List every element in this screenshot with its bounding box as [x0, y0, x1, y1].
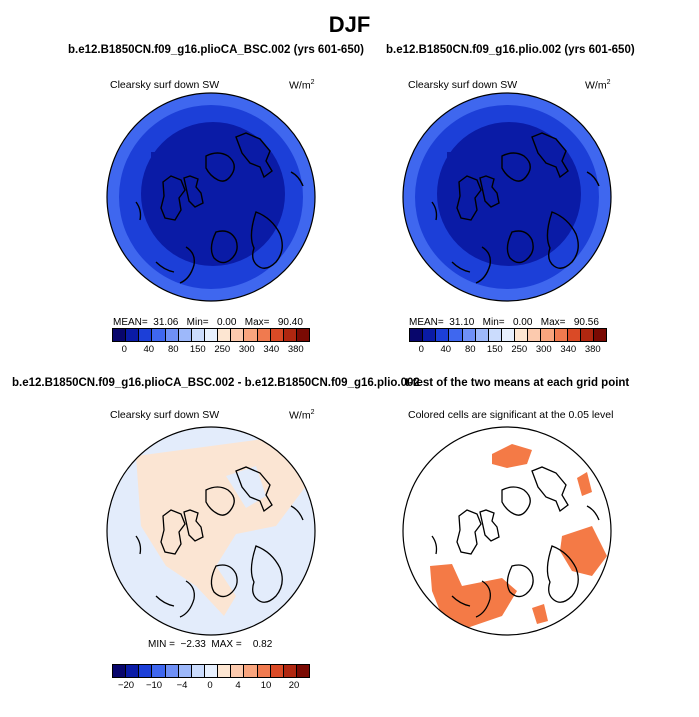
- colorbar-swatch: [270, 665, 284, 677]
- panel3-polar-map: [106, 426, 316, 636]
- colorbar-swatch: [152, 665, 166, 677]
- colorbar-swatch: [244, 329, 258, 341]
- colorbar-tick-label: 80: [167, 344, 179, 355]
- panel1-colorbar: [112, 328, 310, 342]
- panel2-variable: Clearsky surf down SW: [408, 79, 518, 91]
- colorbar-swatch: [593, 329, 607, 341]
- panel2-stats: MEAN= 31.10 Min= 0.00 Max= 90.56: [409, 317, 599, 328]
- panel2-colorbar: [409, 328, 607, 342]
- colorbar-swatch: [270, 329, 284, 341]
- panel2-case-title: b.e12.B1850CN.f09_g16.plio.002 (yrs 601-…: [386, 44, 635, 56]
- panel4-subtitle: Colored cells are significant at the 0.0…: [408, 409, 614, 421]
- colorbar-tick-label: 340: [263, 344, 280, 355]
- colorbar-swatch: [257, 329, 271, 341]
- colorbar-tick-label: 300: [238, 344, 255, 355]
- colorbar-swatch: [436, 329, 450, 341]
- colorbar-tick-label: −20: [117, 680, 135, 691]
- colorbar-tick-label: 10: [260, 680, 272, 691]
- colorbar-swatch: [191, 329, 205, 341]
- colorbar-swatch: [152, 329, 166, 341]
- colorbar-swatch: [257, 665, 271, 677]
- panel3-variable: Clearsky surf down SW: [110, 409, 220, 421]
- colorbar-tick-label: 4: [235, 680, 241, 691]
- colorbar-swatch: [449, 329, 463, 341]
- colorbar-tick-label: −4: [176, 680, 188, 691]
- colorbar-swatch: [231, 665, 245, 677]
- colorbar-tick-label: 380: [287, 344, 304, 355]
- colorbar-tick-label: 250: [214, 344, 231, 355]
- colorbar-swatch: [283, 665, 297, 677]
- panel3-colorbar-labels: −20 −10 −4 0 4 10 20: [112, 680, 308, 692]
- colorbar-tick-label: 340: [560, 344, 577, 355]
- colorbar-tick-label: −10: [145, 680, 163, 691]
- colorbar-swatch: [580, 329, 594, 341]
- panel2-polar-map: [402, 92, 612, 302]
- colorbar-swatch: [554, 329, 568, 341]
- colorbar-swatch: [501, 329, 516, 341]
- colorbar-tick-label: 20: [288, 680, 300, 691]
- panel1-colorbar-labels: 0 40 80 150 250 300 340 380: [112, 344, 308, 356]
- colorbar-swatch: [541, 329, 555, 341]
- panel3-case-title: b.e12.B1850CN.f09_g16.plioCA_BSC.002 - b…: [12, 377, 420, 389]
- colorbar-swatch: [139, 665, 153, 677]
- colorbar-tick-label: 150: [189, 344, 206, 355]
- colorbar-swatch: [410, 329, 424, 341]
- colorbar-swatch: [296, 329, 310, 341]
- figure-title: DJF: [328, 12, 371, 37]
- panel2-colorbar-labels: 0 40 80 150 250 300 340 380: [409, 344, 605, 356]
- panel3-stats: MIN = −2.33 MAX = 0.82: [148, 639, 273, 650]
- colorbar-swatch: [567, 329, 581, 341]
- colorbar-tick-label: 380: [584, 344, 601, 355]
- colorbar-swatch: [296, 665, 310, 677]
- colorbar-tick-label: 80: [464, 344, 476, 355]
- colorbar-tick-label: 0: [418, 344, 424, 355]
- colorbar-swatch: [178, 665, 192, 677]
- colorbar-swatch: [204, 329, 219, 341]
- colorbar-swatch: [475, 329, 489, 341]
- colorbar-swatch: [528, 329, 542, 341]
- colorbar-swatch: [126, 329, 140, 341]
- colorbar-swatch: [244, 665, 258, 677]
- panel1-case-title: b.e12.B1850CN.f09_g16.plioCA_BSC.002 (yr…: [68, 44, 364, 56]
- panel3-colorbar: [112, 664, 310, 678]
- colorbar-swatch: [165, 665, 179, 677]
- colorbar-swatch: [191, 665, 205, 677]
- colorbar-swatch: [515, 329, 529, 341]
- colorbar-tick-label: 250: [511, 344, 528, 355]
- colorbar-tick-label: 300: [535, 344, 552, 355]
- colorbar-tick-label: 0: [207, 680, 213, 691]
- colorbar-swatch: [462, 329, 476, 341]
- panel3-units: W/m2: [289, 409, 315, 422]
- colorbar-swatch: [231, 329, 245, 341]
- panel2-units: W/m2: [585, 79, 611, 92]
- panel4-title: t-test of the two means at each grid poi…: [405, 377, 630, 389]
- panel1-units: W/m2: [289, 79, 315, 92]
- colorbar-swatch: [204, 665, 219, 677]
- panel1-polar-map: [106, 92, 316, 302]
- colorbar-swatch: [218, 329, 232, 341]
- colorbar-tick-label: 150: [486, 344, 503, 355]
- colorbar-swatch: [178, 329, 192, 341]
- colorbar-swatch: [165, 329, 179, 341]
- colorbar-swatch: [113, 329, 127, 341]
- colorbar-swatch: [423, 329, 437, 341]
- colorbar-tick-label: 0: [121, 344, 127, 355]
- colorbar-swatch: [139, 329, 153, 341]
- colorbar-swatch: [283, 329, 297, 341]
- colorbar-swatch: [488, 329, 502, 341]
- colorbar-swatch: [218, 665, 232, 677]
- colorbar-swatch: [126, 665, 140, 677]
- panel4-polar-map: [402, 426, 612, 636]
- panel1-stats: MEAN= 31.06 Min= 0.00 Max= 90.40: [113, 317, 303, 328]
- panel1-variable: Clearsky surf down SW: [110, 79, 220, 91]
- colorbar-tick-label: 40: [440, 344, 452, 355]
- colorbar-swatch: [113, 665, 127, 677]
- colorbar-tick-label: 40: [143, 344, 155, 355]
